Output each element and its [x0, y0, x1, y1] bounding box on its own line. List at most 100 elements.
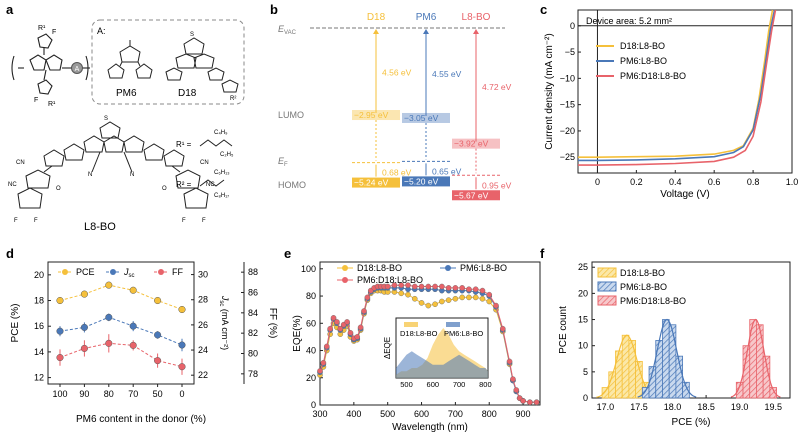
content-plot: 100 90 80 70 50 0 PM6 content in the donor (%)… — [10, 261, 278, 425]
content-series-line-j — [59, 316, 183, 346]
content-point-pce — [56, 296, 64, 305]
content-legend-marker-ff — [158, 269, 164, 275]
content-plot-frame — [47, 261, 195, 385]
pm6-structure-label: PM6 — [116, 88, 137, 99]
content-xtick-label: 90 — [79, 389, 89, 399]
jv-curve-pm6-d18-l8-bo — [578, 9, 777, 166]
evac-label: EVAC — [278, 24, 297, 36]
eqe-point-pm6-d18-l8-bo — [425, 283, 432, 290]
r1-c4h9: C₄H₉ — [214, 130, 228, 136]
inset-xtick-label: 500 — [400, 380, 413, 389]
gap-label-d18: 4.56 eV — [382, 68, 412, 78]
content-point-pce — [129, 286, 137, 294]
eqe-point-pm6-d18-l8-bo — [411, 283, 418, 290]
content-point-ff — [178, 363, 186, 371]
eqe-xtick-label: 500 — [380, 409, 395, 419]
eqe-xtick-label: 600 — [414, 409, 429, 419]
jv-ylabel: Current density (mA cm⁻²) — [544, 33, 555, 149]
content-legend-label-pce: PCE — [76, 267, 95, 277]
eqe-point-pm6-d18-l8-bo — [364, 294, 371, 301]
eqe-point-pm6-d18-l8-bo — [520, 398, 526, 404]
hist-bar-pm6-l8-bo — [655, 340, 663, 399]
hist-legend-label-d18-l8-bo: D18:L8-BO — [620, 268, 665, 278]
eqe-point-pm6-d18-l8-bo — [445, 285, 452, 291]
homo-label-l8-bo: −5.67 eV — [454, 190, 489, 200]
jv-plot-frame — [577, 9, 793, 174]
eqe-point-pm6-d18-l8-bo — [344, 319, 350, 325]
content-left-tick-label: 12 — [34, 373, 44, 383]
hist-legend-swatch-pm6-d18-l8-bo — [597, 295, 617, 306]
content-left-tick-label: 20 — [34, 270, 44, 280]
eqe-xtick-label: 700 — [448, 409, 463, 419]
lumo-bar-pm6 — [402, 112, 450, 123]
eqe-point-d18-l8-bo — [439, 298, 445, 305]
content-left-tick-label: 18 — [34, 296, 44, 306]
l8bo-cn-left: CN — [16, 160, 25, 166]
eqe-point-d18-l8-bo — [472, 294, 479, 301]
homo-axis-label: HOMO — [278, 180, 306, 190]
content-point-pce — [105, 281, 113, 289]
content-point-j — [56, 327, 64, 335]
r2-c8h17: C₈H₁₇ — [214, 193, 229, 199]
content-point-ff — [129, 341, 137, 349]
hist-ytick-label: 15 — [578, 315, 588, 325]
jv-ytick-label: −10 — [560, 73, 575, 83]
l8bo-s-label: S — [104, 116, 108, 122]
panel-c-letter: c — [540, 2, 547, 17]
pce-histogram: 17.0 17.5 18.0 18.5 19.0 19.5 0 5 10 15 20 25 PCE (%… — [558, 261, 791, 428]
jv-xtick-label: 1.0 — [786, 177, 799, 187]
eqe-point-pm6-d18-l8-bo — [533, 399, 540, 406]
panel-e-letter: e — [284, 246, 291, 261]
homo-label-pm6: −5.20 eV — [404, 176, 439, 186]
content-left-tick-label: 16 — [34, 321, 44, 331]
content-point-j — [129, 322, 137, 330]
content-xlabel: PM6 content in the donor (%) — [76, 414, 206, 425]
acceptor-unit-circle — [71, 62, 83, 74]
panel-a: a A R¹ R¹ F F A: — [6, 2, 245, 233]
eqe-point-pm6-d18-l8-bo — [384, 283, 391, 290]
content-mid-tick-label: 26 — [198, 320, 208, 330]
eqe-point-pm6-d18-l8-bo — [357, 324, 364, 331]
r1-chain — [199, 139, 233, 147]
hist-xtick-label: 19.5 — [764, 402, 782, 412]
jv-ytick-label: −15 — [560, 100, 575, 110]
inset-legend-swatch-d18-l8-bo — [404, 322, 418, 327]
content-right-tick-label: 86 — [248, 288, 258, 298]
homo-bar-pm6 — [402, 176, 450, 187]
eqe-point-d18-l8-bo — [445, 297, 452, 303]
eqe-point-d18-l8-bo — [459, 294, 465, 301]
homo-bar-l8-bo — [452, 190, 500, 201]
lumo-label-d18: −2.95 eV — [354, 110, 389, 120]
panel-f-letter: f — [540, 246, 545, 261]
eqe-legend-marker-pm6-l8-bo — [445, 265, 451, 271]
jv-xlabel: Voltage (V) — [660, 189, 709, 200]
eqe-point-d18-l8-bo — [452, 295, 459, 302]
hist-ytick-label: 25 — [578, 262, 588, 272]
eqe-xtick-label: 400 — [346, 409, 361, 419]
hist-legend-swatch-pm6-l8-bo — [597, 281, 617, 292]
content-point-pce — [154, 296, 162, 305]
gap-arrow-head-l8-bo — [473, 29, 479, 34]
hist-bar-pm6-l8-bo — [641, 387, 650, 399]
eqe-point-pm6-d18-l8-bo — [452, 285, 459, 291]
energy-columns: D18 4.56 eV −2.95 eV 0.68 eV−5.24 eV PM6 4.55… — [352, 12, 512, 201]
l8bo-f-1: F — [14, 218, 18, 224]
eqe-point-pm6-d18-l8-bo — [320, 359, 327, 366]
content-xtick-label: 80 — [104, 389, 114, 399]
inset-legend-label-d18-l8-bo: D18:L8-BO — [400, 329, 438, 338]
eqe-point-pm6-d18-l8-bo — [337, 325, 344, 332]
content-legend-marker-j — [110, 269, 116, 275]
jv-ytick-label: −25 — [560, 152, 575, 162]
content-series-line-ff — [59, 342, 183, 368]
content-point-j — [178, 341, 186, 349]
l8bo-f-4: F — [202, 218, 206, 224]
eqe-point-pm6-d18-l8-bo — [493, 302, 499, 309]
l8bo-n-right: N — [130, 172, 134, 178]
hist-bar-pm6-l8-bo — [668, 324, 677, 399]
d18-unit-structure — [165, 37, 239, 93]
l8bo-nc-right: NC — [206, 182, 215, 188]
eqe-point-pm6-d18-l8-bo — [472, 286, 479, 293]
inset-area-pm6-l8-bo — [396, 351, 488, 378]
l8bo-o-right: O — [162, 186, 167, 192]
hist-bar-pm6-d18-l8-bo — [756, 324, 764, 399]
